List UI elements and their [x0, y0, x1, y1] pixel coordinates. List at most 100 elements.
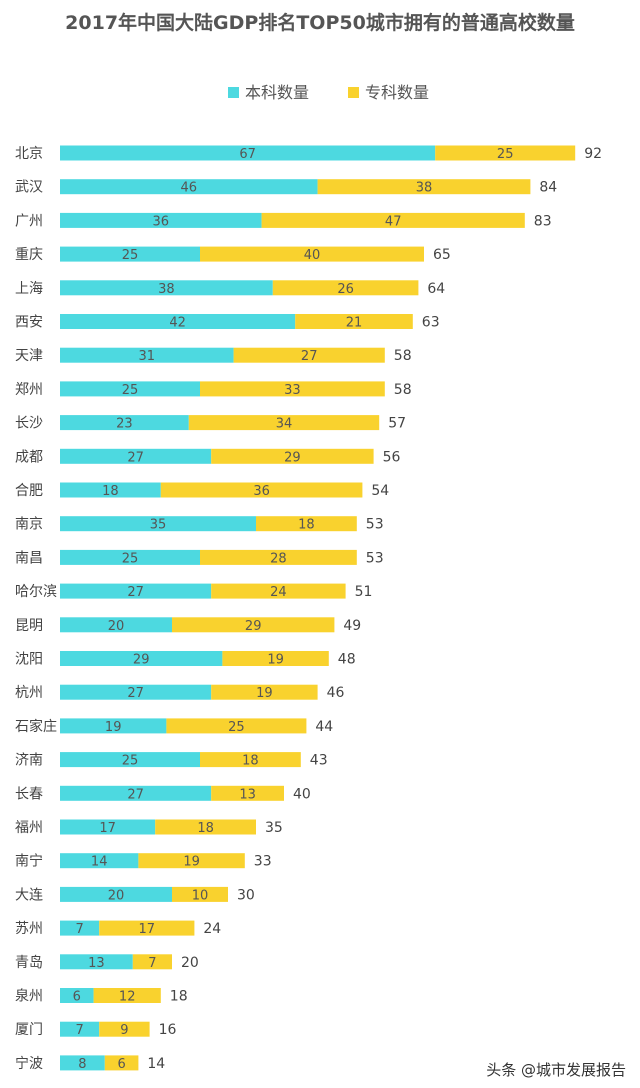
- total-label: 83: [534, 213, 552, 229]
- bar-benke: [60, 583, 212, 599]
- data-label: 27: [127, 450, 144, 465]
- bar-zhuanke: [256, 516, 357, 532]
- bar-benke: [60, 785, 212, 801]
- bar-zhuanke: [132, 954, 172, 970]
- bar-zhuanke: [99, 920, 195, 936]
- data-label: 19: [267, 653, 284, 668]
- bar-benke: [60, 145, 436, 161]
- total-label: 63: [422, 315, 440, 331]
- bar-zhuanke: [188, 415, 380, 431]
- legend-label: 专科数量: [365, 83, 429, 102]
- bar-benke: [60, 179, 318, 195]
- category-label: 合肥: [15, 483, 43, 499]
- data-label: 29: [133, 653, 150, 668]
- bar-benke: [60, 516, 256, 532]
- data-label: 38: [416, 181, 433, 196]
- data-label: 8: [78, 1057, 86, 1072]
- category-label: 广州: [15, 213, 43, 229]
- category-label: 南京: [15, 517, 43, 533]
- category-label: 福州: [15, 820, 43, 836]
- category-label: 青岛: [15, 955, 43, 971]
- total-label: 64: [427, 281, 445, 297]
- bar-benke: [60, 212, 262, 228]
- data-label: 27: [127, 585, 144, 600]
- data-label: 36: [153, 214, 170, 229]
- data-label: 42: [169, 316, 186, 331]
- total-label: 14: [147, 1056, 165, 1072]
- total-label: 16: [159, 1022, 177, 1038]
- bar-benke: [60, 684, 212, 700]
- bar-zhuanke: [222, 651, 329, 666]
- category-label: 南昌: [15, 550, 43, 566]
- bar-zhuanke: [172, 886, 228, 902]
- bar-zhuanke: [166, 718, 307, 734]
- bar-benke: [60, 246, 200, 262]
- data-label: 31: [139, 349, 156, 364]
- category-label: 北京: [15, 146, 43, 162]
- data-label: 18: [298, 518, 315, 533]
- total-label: 46: [327, 685, 345, 701]
- bar-benke: [60, 415, 189, 431]
- data-label: 36: [253, 484, 270, 499]
- bar-benke: [60, 718, 167, 734]
- bar-benke: [60, 752, 200, 768]
- data-label: 47: [385, 214, 402, 229]
- data-label: 6: [73, 990, 81, 1005]
- data-label: 27: [127, 686, 144, 701]
- bar-zhuanke: [261, 212, 525, 228]
- category-label: 西安: [15, 315, 43, 331]
- category-label: 沈阳: [15, 652, 43, 668]
- category-label: 苏州: [15, 921, 43, 937]
- category-label: 宁波: [15, 1055, 43, 1072]
- category-label: 南宁: [15, 853, 43, 870]
- data-label: 10: [192, 888, 209, 903]
- data-label: 18: [242, 754, 259, 769]
- bar-benke: [60, 381, 200, 397]
- data-label: 33: [284, 383, 301, 398]
- total-label: 30: [237, 887, 255, 903]
- data-label: 13: [239, 787, 256, 802]
- bar-benke: [60, 549, 200, 565]
- watermark-text: 头条 @城市发展报告: [486, 1061, 626, 1079]
- data-label: 29: [245, 619, 262, 634]
- data-label: 12: [119, 990, 136, 1005]
- data-label: 46: [181, 181, 198, 196]
- data-label: 24: [270, 585, 287, 600]
- data-label: 20: [108, 888, 125, 903]
- total-label: 65: [433, 247, 451, 263]
- bar-zhuanke: [200, 752, 301, 768]
- bar-zhuanke: [93, 988, 161, 1003]
- category-label: 郑州: [15, 382, 43, 398]
- total-label: 56: [383, 449, 401, 465]
- total-label: 44: [315, 719, 333, 735]
- data-label: 25: [497, 147, 514, 162]
- bar-benke: [60, 347, 234, 363]
- bar-zhuanke: [211, 583, 346, 599]
- data-label: 25: [122, 551, 139, 566]
- category-label: 长春: [15, 786, 43, 802]
- data-label: 13: [88, 956, 105, 971]
- data-label: 20: [108, 619, 125, 634]
- total-label: 58: [394, 382, 412, 398]
- category-label: 上海: [15, 281, 43, 297]
- category-label: 成都: [15, 449, 43, 465]
- total-label: 24: [203, 921, 221, 937]
- bar-benke: [60, 886, 172, 902]
- bar-benke: [60, 617, 172, 633]
- data-label: 19: [105, 720, 122, 735]
- bar-zhuanke: [172, 617, 335, 633]
- bar-zhuanke: [435, 145, 576, 161]
- data-label: 29: [284, 450, 301, 465]
- legend-swatch: [348, 87, 359, 98]
- data-label: 17: [99, 821, 116, 836]
- category-label: 厦门: [15, 1022, 43, 1038]
- data-label: 38: [158, 282, 175, 297]
- bar-zhuanke: [138, 853, 245, 869]
- data-label: 27: [301, 349, 318, 364]
- data-label: 35: [150, 518, 167, 533]
- legend-label: 本科数量: [245, 83, 309, 102]
- category-label: 济南: [15, 753, 43, 769]
- data-label: 21: [346, 316, 363, 331]
